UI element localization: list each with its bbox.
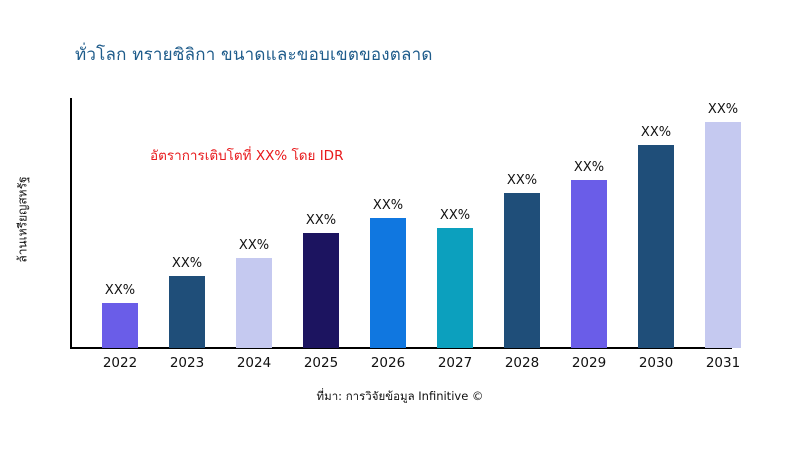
bar-value-label-2022: XX% — [104, 283, 136, 298]
bar-group: XX% — [705, 98, 741, 348]
x-axis-line — [70, 347, 732, 349]
x-tick-2028: 2028 — [504, 355, 540, 371]
bar-2024[interactable] — [236, 258, 272, 348]
bar-2028[interactable] — [504, 193, 540, 348]
bar-2025[interactable] — [303, 233, 339, 348]
bar-2022[interactable] — [102, 303, 138, 348]
bar-2030[interactable] — [638, 145, 674, 348]
bar-2027[interactable] — [437, 228, 473, 348]
bar-group: XX% — [504, 98, 540, 348]
bar-2031[interactable] — [705, 122, 741, 348]
bar-value-label-2027: XX% — [439, 208, 471, 223]
y-axis-line — [70, 98, 72, 348]
bar-value-label-2026: XX% — [372, 198, 404, 213]
bar-2026[interactable] — [370, 218, 406, 348]
bar-group: XX% — [102, 98, 138, 348]
bar-group: XX% — [303, 98, 339, 348]
y-axis-label: ล้านเหรียญสหรัฐ — [15, 176, 30, 263]
bar-group: XX% — [638, 98, 674, 348]
x-tick-2027: 2027 — [437, 355, 473, 371]
bar-value-label-2028: XX% — [506, 173, 538, 188]
x-tick-2030: 2030 — [638, 355, 674, 371]
bar-value-label-2030: XX% — [640, 125, 672, 140]
bar-group: XX% — [437, 98, 473, 348]
bar-2023[interactable] — [169, 276, 205, 348]
x-tick-2031: 2031 — [705, 355, 741, 371]
plot-area: XX% XX% XX% XX% XX% XX% XX% XX% XX% XX% — [70, 98, 800, 348]
bar-group: XX% — [236, 98, 272, 348]
x-tick-2025: 2025 — [303, 355, 339, 371]
chart-title: ทั่วโลก ทรายซิลิกา ขนาดและขอบเขตของตลาด — [75, 45, 433, 65]
bar-value-label-2024: XX% — [238, 238, 270, 253]
growth-rate-annotation: อัตราการเติบโตที่ XX% โดย IDR — [150, 148, 344, 164]
source-note: ที่มา: การวิจัยข้อมูล Infinitive © — [316, 389, 484, 403]
bar-group: XX% — [370, 98, 406, 348]
bar-group: XX% — [571, 98, 607, 348]
bar-value-label-2029: XX% — [573, 160, 605, 175]
bar-value-label-2025: XX% — [305, 213, 337, 228]
bar-2029[interactable] — [571, 180, 607, 348]
x-tick-2029: 2029 — [571, 355, 607, 371]
bar-group: XX% — [169, 98, 205, 348]
x-tick-2026: 2026 — [370, 355, 406, 371]
x-tick-2022: 2022 — [102, 355, 138, 371]
x-tick-2023: 2023 — [169, 355, 205, 371]
bar-value-label-2031: XX% — [707, 102, 739, 117]
x-tick-2024: 2024 — [236, 355, 272, 371]
bar-value-label-2023: XX% — [171, 256, 203, 271]
